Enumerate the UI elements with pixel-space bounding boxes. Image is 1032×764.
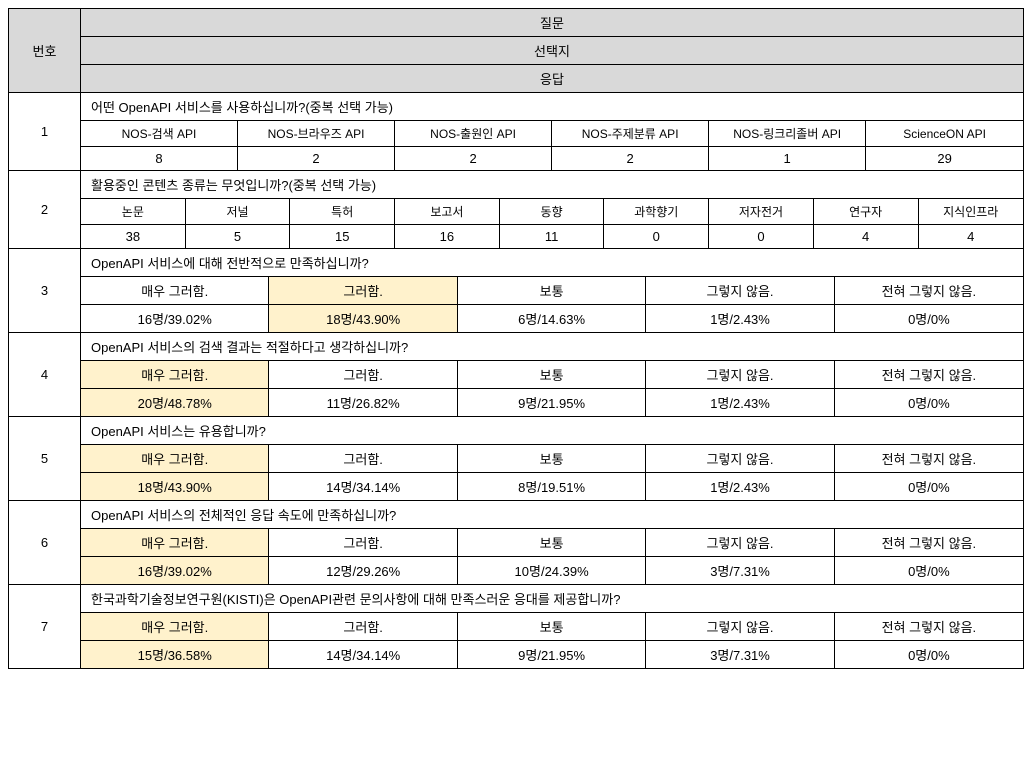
r5-c5: 전혀 그렇지 않음.: [834, 445, 1023, 473]
r2-a2: 15: [290, 225, 395, 249]
r2-c8: 지식인프라: [918, 199, 1024, 225]
r5-c1: 매우 그러함.: [81, 445, 269, 473]
r5-a2: 14명/34.14%: [269, 473, 457, 501]
r5-c3: 보통: [457, 445, 645, 473]
r6-a2: 12명/29.26%: [269, 557, 457, 585]
r1-a1: 2: [238, 147, 395, 171]
r3-c4: 그렇지 않음.: [646, 277, 834, 305]
survey-table: 번호 질문 선택지 응답 1 어떤 OpenAPI 서비스를 사용하십니까?(중…: [8, 8, 1024, 669]
r2-c1: 저널: [185, 199, 290, 225]
r1-a0: 8: [81, 147, 238, 171]
r6-a3: 10명/24.39%: [457, 557, 645, 585]
r2-a1: 5: [185, 225, 290, 249]
r7-a5: 0명/0%: [834, 641, 1023, 669]
r5-a5: 0명/0%: [834, 473, 1023, 501]
r4-q: OpenAPI 서비스의 검색 결과는 적절하다고 생각하십니까?: [81, 333, 1024, 361]
r5-num: 5: [9, 417, 81, 501]
r1-c5: ScienceON API: [866, 121, 1024, 147]
r4-c3: 보통: [457, 361, 645, 389]
r2-a7: 4: [813, 225, 918, 249]
r2-c5: 과학향기: [604, 199, 709, 225]
r4-c5: 전혀 그렇지 않음.: [834, 361, 1023, 389]
r1-num: 1: [9, 93, 81, 171]
r3-c2: 그러함.: [269, 277, 457, 305]
r6-a5: 0명/0%: [834, 557, 1023, 585]
r3-c5: 전혀 그렇지 않음.: [834, 277, 1023, 305]
r5-c2: 그러함.: [269, 445, 457, 473]
r2-a8: 4: [918, 225, 1024, 249]
r2-a5: 0: [604, 225, 709, 249]
r2-c0: 논문: [81, 199, 186, 225]
r1-c2: NOS-출원인 API: [395, 121, 552, 147]
r2-a3: 16: [395, 225, 500, 249]
r5-a4: 1명/2.43%: [646, 473, 834, 501]
r2-num: 2: [9, 171, 81, 249]
r1-a5: 29: [866, 147, 1024, 171]
r6-q: OpenAPI 서비스의 전체적인 응답 속도에 만족하십니까?: [81, 501, 1024, 529]
r7-a4: 3명/7.31%: [646, 641, 834, 669]
r7-c3: 보통: [457, 613, 645, 641]
r7-c2: 그러함.: [269, 613, 457, 641]
r1-a4: 1: [709, 147, 866, 171]
r2-c3: 보고서: [395, 199, 500, 225]
r3-a3: 6명/14.63%: [457, 305, 645, 333]
r2-q: 활용중인 콘텐츠 종류는 무엇입니까?(중복 선택 가능): [81, 171, 1024, 199]
r4-c4: 그렇지 않음.: [646, 361, 834, 389]
r6-a1: 16명/39.02%: [81, 557, 269, 585]
r6-c4: 그렇지 않음.: [646, 529, 834, 557]
r1-q: 어떤 OpenAPI 서비스를 사용하십니까?(중복 선택 가능): [81, 93, 1024, 121]
hdr-question: 질문: [81, 9, 1024, 37]
r2-a0: 38: [81, 225, 186, 249]
r3-c3: 보통: [457, 277, 645, 305]
r4-c2: 그러함.: [269, 361, 457, 389]
r4-a1: 20명/48.78%: [81, 389, 269, 417]
r7-a3: 9명/21.95%: [457, 641, 645, 669]
r1-c1: NOS-브라우즈 API: [238, 121, 395, 147]
r1-c0: NOS-검색 API: [81, 121, 238, 147]
r1-c4: NOS-링크리졸버 API: [709, 121, 866, 147]
r4-c1: 매우 그러함.: [81, 361, 269, 389]
r2-a6: 0: [709, 225, 814, 249]
r3-a1: 16명/39.02%: [81, 305, 269, 333]
r3-a4: 1명/2.43%: [646, 305, 834, 333]
r6-c3: 보통: [457, 529, 645, 557]
r5-c4: 그렇지 않음.: [646, 445, 834, 473]
hdr-num: 번호: [9, 9, 81, 93]
r2-c2: 특허: [290, 199, 395, 225]
r3-num: 3: [9, 249, 81, 333]
r7-a2: 14명/34.14%: [269, 641, 457, 669]
r2-c4: 동향: [499, 199, 604, 225]
r3-a5: 0명/0%: [834, 305, 1023, 333]
r6-c1: 매우 그러함.: [81, 529, 269, 557]
r1-a2: 2: [395, 147, 552, 171]
r1-c3: NOS-주제분류 API: [552, 121, 709, 147]
r7-num: 7: [9, 585, 81, 669]
r4-num: 4: [9, 333, 81, 417]
r6-c5: 전혀 그렇지 않음.: [834, 529, 1023, 557]
r4-a3: 9명/21.95%: [457, 389, 645, 417]
hdr-answers: 응답: [81, 65, 1024, 93]
r5-a3: 8명/19.51%: [457, 473, 645, 501]
r2-c7: 연구자: [813, 199, 918, 225]
r4-a4: 1명/2.43%: [646, 389, 834, 417]
r2-a4: 11: [499, 225, 604, 249]
r7-c5: 전혀 그렇지 않음.: [834, 613, 1023, 641]
r2-c6: 저자전거: [709, 199, 814, 225]
r7-c4: 그렇지 않음.: [646, 613, 834, 641]
r6-num: 6: [9, 501, 81, 585]
r5-q: OpenAPI 서비스는 유용합니까?: [81, 417, 1024, 445]
r6-a4: 3명/7.31%: [646, 557, 834, 585]
r3-c1: 매우 그러함.: [81, 277, 269, 305]
r4-a2: 11명/26.82%: [269, 389, 457, 417]
r5-a1: 18명/43.90%: [81, 473, 269, 501]
hdr-choices: 선택지: [81, 37, 1024, 65]
r4-a5: 0명/0%: [834, 389, 1023, 417]
r7-a1: 15명/36.58%: [81, 641, 269, 669]
r1-a3: 2: [552, 147, 709, 171]
r6-c2: 그러함.: [269, 529, 457, 557]
r3-q: OpenAPI 서비스에 대해 전반적으로 만족하십니까?: [81, 249, 1024, 277]
r3-a2: 18명/43.90%: [269, 305, 457, 333]
r7-c1: 매우 그러함.: [81, 613, 269, 641]
r7-q: 한국과학기술정보연구원(KISTI)은 OpenAPI관련 문의사항에 대해 만…: [81, 585, 1024, 613]
